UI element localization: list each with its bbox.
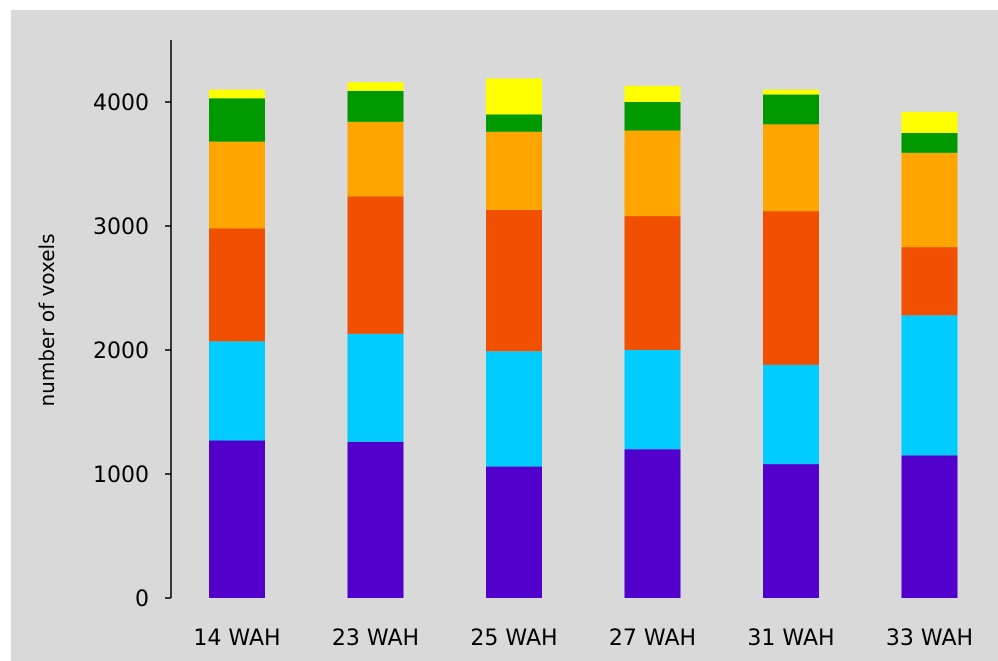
bar-segment bbox=[763, 464, 819, 598]
bar-segment bbox=[901, 111, 958, 133]
bar-segment bbox=[763, 364, 819, 465]
x-tick-label: 14 WAH bbox=[193, 626, 280, 651]
bar-segment bbox=[486, 114, 542, 132]
bar-segment bbox=[347, 196, 404, 334]
bar-segment bbox=[624, 350, 681, 450]
x-tick-label: 25 WAH bbox=[470, 626, 557, 651]
bar-segment bbox=[624, 102, 681, 131]
bar-segment bbox=[209, 98, 265, 142]
bar-segment bbox=[347, 441, 404, 598]
y-tick-label: 3000 bbox=[93, 215, 149, 240]
bar-segment bbox=[901, 315, 958, 456]
y-tick-label: 0 bbox=[135, 587, 149, 612]
bar-segment bbox=[624, 130, 681, 217]
bar-segment bbox=[209, 228, 265, 342]
y-tick-label: 2000 bbox=[93, 339, 149, 364]
x-tick-label: 27 WAH bbox=[609, 626, 696, 651]
bar-segment bbox=[624, 449, 681, 598]
x-axis-ticks: 14 WAH 23 WAH 25 WAH 27 WAH 31 WAH 33 WAH bbox=[193, 626, 973, 651]
bar-segment bbox=[901, 152, 958, 248]
bar-segment bbox=[347, 333, 404, 442]
bar-segment bbox=[486, 209, 542, 352]
y-tick-label: 1000 bbox=[93, 463, 149, 488]
bar-segment bbox=[624, 85, 681, 102]
bar-segment bbox=[486, 131, 542, 210]
y-axis-ticks: 0 1000 2000 3000 4000 bbox=[93, 91, 171, 612]
x-tick-label: 33 WAH bbox=[886, 626, 973, 651]
bar-segment bbox=[209, 440, 265, 598]
bar-segment bbox=[486, 466, 542, 598]
bar-segment bbox=[209, 89, 265, 99]
bar-segment bbox=[486, 78, 542, 115]
bar-segment bbox=[901, 455, 958, 598]
bar-segment bbox=[763, 89, 819, 95]
x-tick-label: 31 WAH bbox=[747, 626, 834, 651]
bar-segment bbox=[347, 82, 404, 91]
bar-segment bbox=[901, 133, 958, 153]
x-tick-label: 23 WAH bbox=[332, 626, 419, 651]
bars-group bbox=[209, 78, 958, 598]
bar-segment bbox=[347, 121, 404, 197]
y-tick-label: 4000 bbox=[93, 91, 149, 116]
bar-segment bbox=[486, 351, 542, 467]
bar-segment bbox=[347, 90, 404, 122]
bar-segment bbox=[624, 216, 681, 350]
bar-segment bbox=[901, 247, 958, 316]
bar-segment bbox=[763, 124, 819, 212]
bar-segment bbox=[763, 94, 819, 125]
bar-segment bbox=[209, 341, 265, 441]
bar-segment bbox=[209, 141, 265, 229]
y-axis-title: number of voxels bbox=[35, 233, 59, 406]
bar-segment bbox=[763, 211, 819, 365]
